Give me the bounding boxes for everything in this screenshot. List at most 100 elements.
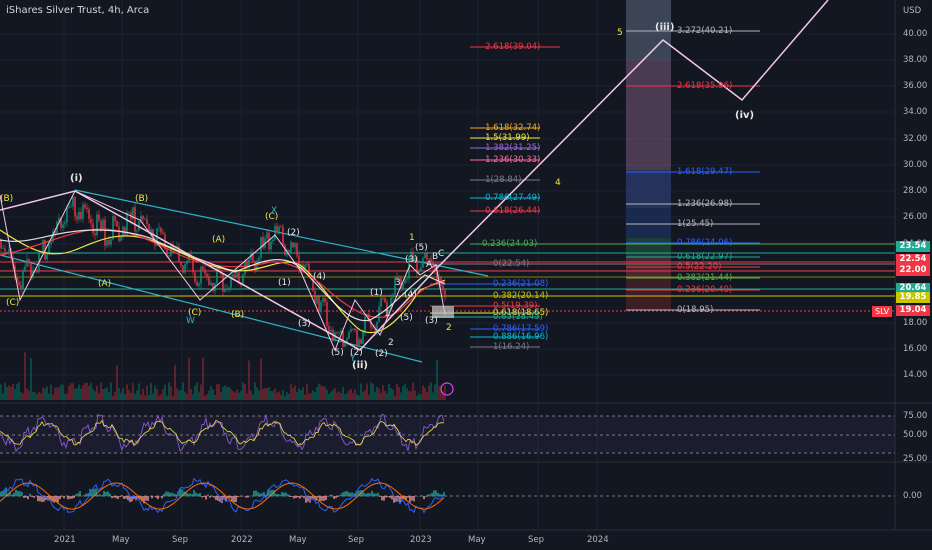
candle-body — [360, 339, 362, 344]
volume-bar — [226, 387, 228, 400]
macd-bar — [425, 496, 427, 497]
volume-bar — [430, 382, 432, 400]
volume-bar — [368, 395, 370, 400]
macd-bar — [9, 491, 11, 497]
macd-bar — [215, 496, 217, 501]
fib-label: 3.272(40.21) — [677, 26, 733, 36]
volume-bar — [352, 393, 354, 400]
events-icon[interactable] — [440, 382, 454, 396]
candle-body — [196, 281, 198, 287]
currency-label[interactable]: USD — [903, 6, 922, 16]
volume-bar — [50, 384, 52, 400]
macd-bar — [205, 496, 207, 500]
volume-bar — [328, 394, 330, 400]
level-lines[interactable] — [0, 252, 895, 312]
volume-bar — [54, 387, 56, 400]
fib-label: 0.65(18.45) — [493, 312, 543, 322]
macd-bar — [361, 490, 363, 497]
volume-bar — [308, 393, 310, 400]
candle-body — [268, 232, 270, 250]
candle-body — [4, 248, 6, 252]
macd-bar — [83, 495, 85, 497]
macd-bar — [317, 496, 319, 498]
volume-bar — [42, 387, 44, 400]
candle-body — [26, 259, 28, 267]
volume-bar — [268, 387, 270, 400]
candle-body — [72, 197, 74, 207]
macd-bar — [15, 489, 17, 497]
price-tag: 19.04 — [896, 305, 930, 316]
volume-bar — [406, 388, 408, 400]
trend-channel[interactable] — [0, 189, 489, 363]
volume-bar — [332, 389, 334, 400]
price-axis-label: 32.00 — [903, 134, 928, 144]
volume-bar — [122, 388, 124, 400]
macd-bar — [415, 495, 417, 497]
price-axis-label: 40.00 — [903, 29, 928, 39]
candle-body — [320, 301, 322, 312]
volume-bar — [96, 385, 98, 400]
macd-bar — [347, 491, 349, 497]
volume-bar — [354, 389, 356, 400]
candle-body — [160, 227, 162, 233]
macd-bar — [123, 496, 125, 500]
macd-bar — [345, 491, 347, 497]
volume-bar — [72, 383, 74, 400]
volume-bar — [6, 386, 8, 400]
volume-bar — [138, 383, 140, 400]
price-axis-label: 14.00 — [903, 370, 928, 380]
candle-body — [338, 332, 340, 334]
wave-label: (1) — [370, 288, 383, 298]
volume-bar — [316, 386, 318, 400]
candle-body — [346, 338, 348, 343]
candle-body — [296, 243, 298, 256]
candle-body — [400, 277, 402, 289]
candle-body — [280, 226, 282, 228]
macd-bar — [253, 490, 255, 497]
macd-bar — [29, 493, 31, 497]
candle-body — [264, 238, 266, 248]
time-axis-label: 2023 — [410, 535, 432, 545]
price-axis-label: 34.00 — [903, 107, 928, 117]
macd-bar — [439, 494, 441, 497]
macd-bar — [261, 493, 263, 497]
candle-body — [132, 207, 134, 220]
volume-bar — [278, 391, 280, 400]
volume-bar — [112, 395, 114, 400]
fib-label: 1(25.45) — [677, 219, 714, 229]
fib-lines-left[interactable] — [0, 46, 895, 348]
macd-bar — [19, 491, 21, 497]
volume-bar — [346, 393, 348, 400]
candle-body — [112, 216, 114, 240]
candle-body — [294, 243, 296, 248]
macd-bar — [269, 490, 271, 497]
wave-label: (2) — [375, 349, 388, 359]
macd-bar — [373, 493, 375, 497]
volume-bar — [296, 392, 298, 400]
fib-label: -1.5(31.99) — [482, 133, 530, 143]
volume-bar — [152, 393, 154, 400]
volume-bar — [82, 385, 84, 400]
macd-bar — [311, 496, 313, 500]
macd-bar — [147, 496, 149, 501]
macd-bar — [197, 493, 199, 497]
volume-bar — [210, 386, 212, 400]
macd-bar — [11, 494, 13, 497]
wave-label: (A) — [98, 279, 112, 289]
macd-axis-label: 0.00 — [903, 491, 922, 501]
volume-bar — [92, 389, 94, 400]
fib-lines-right[interactable] — [626, 30, 760, 311]
macd-bar — [45, 496, 47, 500]
macd-bar — [235, 496, 237, 503]
volume-bar — [40, 393, 42, 400]
volume-bar — [418, 393, 420, 400]
volume-bar — [68, 385, 70, 400]
macd-bar — [393, 496, 395, 503]
volume-bar — [412, 382, 414, 400]
volume-bar — [348, 390, 350, 400]
candle-body — [262, 236, 264, 248]
volume-bar — [18, 382, 20, 400]
time-axis-label: 2024 — [587, 535, 609, 545]
macd-bar — [155, 496, 157, 498]
